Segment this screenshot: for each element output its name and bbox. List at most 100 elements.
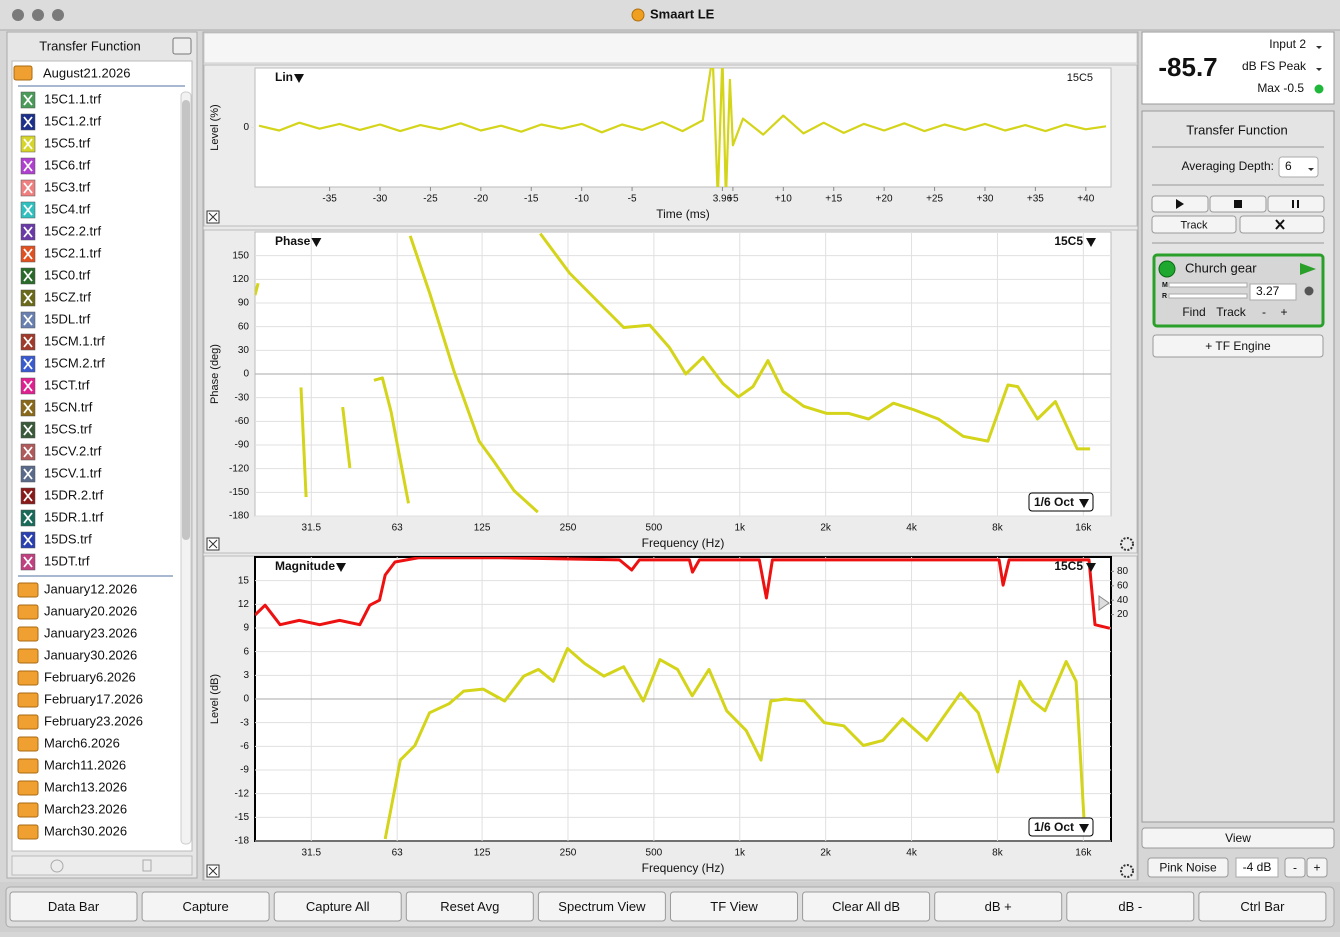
- plot-type-menu[interactable]: [336, 563, 346, 572]
- track-button[interactable]: Track: [1216, 305, 1247, 319]
- gen-plus-label: +: [1313, 861, 1320, 875]
- delay-minus[interactable]: -: [1262, 305, 1266, 319]
- file-name[interactable]: 15C5.trf: [44, 135, 91, 150]
- smoothing-menu[interactable]: [1079, 824, 1089, 833]
- delay-plus[interactable]: +: [1280, 305, 1287, 319]
- file-name[interactable]: 15CS.trf: [44, 421, 92, 436]
- file-name[interactable]: 15DR.1.trf: [44, 509, 104, 524]
- y2-tick-label: 60: [1117, 580, 1129, 591]
- toolbar-button[interactable]: [1066, 891, 1195, 922]
- folder-name[interactable]: February17.2026: [44, 691, 143, 706]
- file-name[interactable]: 15C0.trf: [44, 267, 91, 282]
- file-name[interactable]: 15CV.2.trf: [44, 443, 102, 458]
- plot-type-label[interactable]: Phase: [275, 234, 311, 248]
- plot-type-menu[interactable]: [311, 238, 322, 247]
- trace-menu[interactable]: [1086, 238, 1096, 247]
- file-name[interactable]: 15CV.1.trf: [44, 465, 102, 480]
- file-name[interactable]: 15C1.1.trf: [44, 91, 101, 106]
- meter-reading: -85.7: [1158, 52, 1217, 82]
- folder-name[interactable]: March30.2026: [44, 823, 127, 838]
- folder-name[interactable]: January23.2026: [44, 625, 137, 640]
- window-control[interactable]: [12, 9, 24, 21]
- engine-on[interactable]: [1158, 260, 1176, 278]
- smoothing-menu[interactable]: [1079, 499, 1089, 508]
- view-button[interactable]: [1141, 827, 1335, 849]
- window-control[interactable]: [32, 9, 44, 21]
- plot-type-menu[interactable]: [294, 74, 304, 83]
- folder-name[interactable]: January30.2026: [44, 647, 137, 662]
- x-tick-label: +30: [976, 194, 993, 205]
- info-button[interactable]: [50, 859, 64, 873]
- file-name[interactable]: 15CZ.trf: [44, 289, 91, 304]
- file-name[interactable]: 15C1.2.trf: [44, 113, 101, 128]
- sidebar-menu[interactable]: [172, 37, 192, 55]
- folder-name[interactable]: March23.2026: [44, 801, 127, 816]
- file-name[interactable]: 15CT.trf: [44, 377, 90, 392]
- toolbar-button-label: Reset Avg: [440, 899, 499, 914]
- transport-button[interactable]: [1267, 195, 1325, 213]
- y-axis-label: Level (dB): [209, 674, 221, 724]
- y-tick-label: -120: [229, 463, 249, 474]
- toolbar-button[interactable]: [273, 891, 402, 922]
- file-icon-mark: [23, 292, 33, 304]
- file-name[interactable]: 15C6.trf: [44, 157, 91, 172]
- x-tick-label: 500: [646, 848, 663, 859]
- toolbar-button[interactable]: [802, 891, 931, 922]
- toolbar-button[interactable]: [934, 891, 1063, 922]
- gen-minus[interactable]: [1284, 857, 1306, 878]
- folder-icon: [17, 582, 39, 598]
- file-name[interactable]: 15CM.1.trf: [44, 333, 105, 348]
- file-name[interactable]: 15DR.2.trf: [44, 487, 104, 502]
- file-name[interactable]: 15CM.2.trf: [44, 355, 105, 370]
- folder-name[interactable]: March11.2026: [44, 757, 126, 772]
- delete-button[interactable]: [142, 859, 152, 872]
- toolbar-button[interactable]: [141, 891, 270, 922]
- dropdown-arrow[interactable]: [1316, 46, 1322, 49]
- add-engine-button[interactable]: [1152, 334, 1324, 358]
- folder-name[interactable]: March6.2026: [44, 735, 120, 750]
- trace-menu[interactable]: [1086, 563, 1096, 572]
- tools-button[interactable]: [1239, 215, 1325, 234]
- folder-icon: [17, 648, 39, 664]
- toolbar-button[interactable]: [670, 891, 798, 922]
- folder-name[interactable]: February23.2026: [44, 713, 143, 728]
- delay-box[interactable]: [1249, 283, 1297, 301]
- plot-type-label[interactable]: Lin: [275, 70, 293, 84]
- delay-marker[interactable]: [1098, 595, 1110, 611]
- file-name[interactable]: 15DL.trf: [44, 311, 91, 326]
- toolbar-button[interactable]: [9, 891, 138, 922]
- file-name[interactable]: 15C2.1.trf: [44, 245, 101, 260]
- averaging-select[interactable]: [1278, 156, 1319, 178]
- smoothing-box[interactable]: [1028, 817, 1094, 837]
- engine-play[interactable]: [1300, 263, 1316, 275]
- generator-button[interactable]: [1147, 857, 1229, 878]
- track-button[interactable]: [1151, 215, 1237, 234]
- toolbar-button[interactable]: [1198, 891, 1327, 922]
- smoothing-box[interactable]: [1028, 492, 1094, 512]
- settings-gear[interactable]: [1120, 537, 1134, 551]
- plot-type-label[interactable]: Magnitude: [275, 559, 335, 573]
- file-name[interactable]: 15CN.trf: [44, 399, 93, 414]
- folder-name[interactable]: January20.2026: [44, 603, 137, 618]
- toolbar-button[interactable]: [405, 891, 534, 922]
- folder-name[interactable]: January12.2026: [44, 581, 137, 596]
- y-tick-label: -9: [240, 765, 249, 776]
- scroll-thumb[interactable]: [182, 100, 190, 540]
- dropdown-arrow[interactable]: [1316, 68, 1322, 71]
- settings-gear[interactable]: [1120, 864, 1134, 878]
- folder-icon: [17, 758, 39, 774]
- x-tick-label: 8k: [992, 848, 1004, 859]
- gen-plus[interactable]: [1306, 857, 1328, 878]
- file-name[interactable]: 15C4.trf: [44, 201, 91, 216]
- toolbar-button[interactable]: [537, 891, 666, 922]
- find-button[interactable]: Find: [1182, 305, 1205, 319]
- meter-letter: R: [1162, 293, 1167, 300]
- window-control[interactable]: [52, 9, 64, 21]
- file-name[interactable]: 15DS.trf: [44, 531, 92, 546]
- folder-name[interactable]: February6.2026: [44, 669, 136, 684]
- folder-name[interactable]: March13.2026: [44, 779, 127, 794]
- file-name[interactable]: 15C3.trf: [44, 179, 91, 194]
- y-tick-label: -180: [229, 511, 249, 522]
- file-name[interactable]: 15C2.2.trf: [44, 223, 101, 238]
- file-name[interactable]: 15DT.trf: [44, 553, 90, 568]
